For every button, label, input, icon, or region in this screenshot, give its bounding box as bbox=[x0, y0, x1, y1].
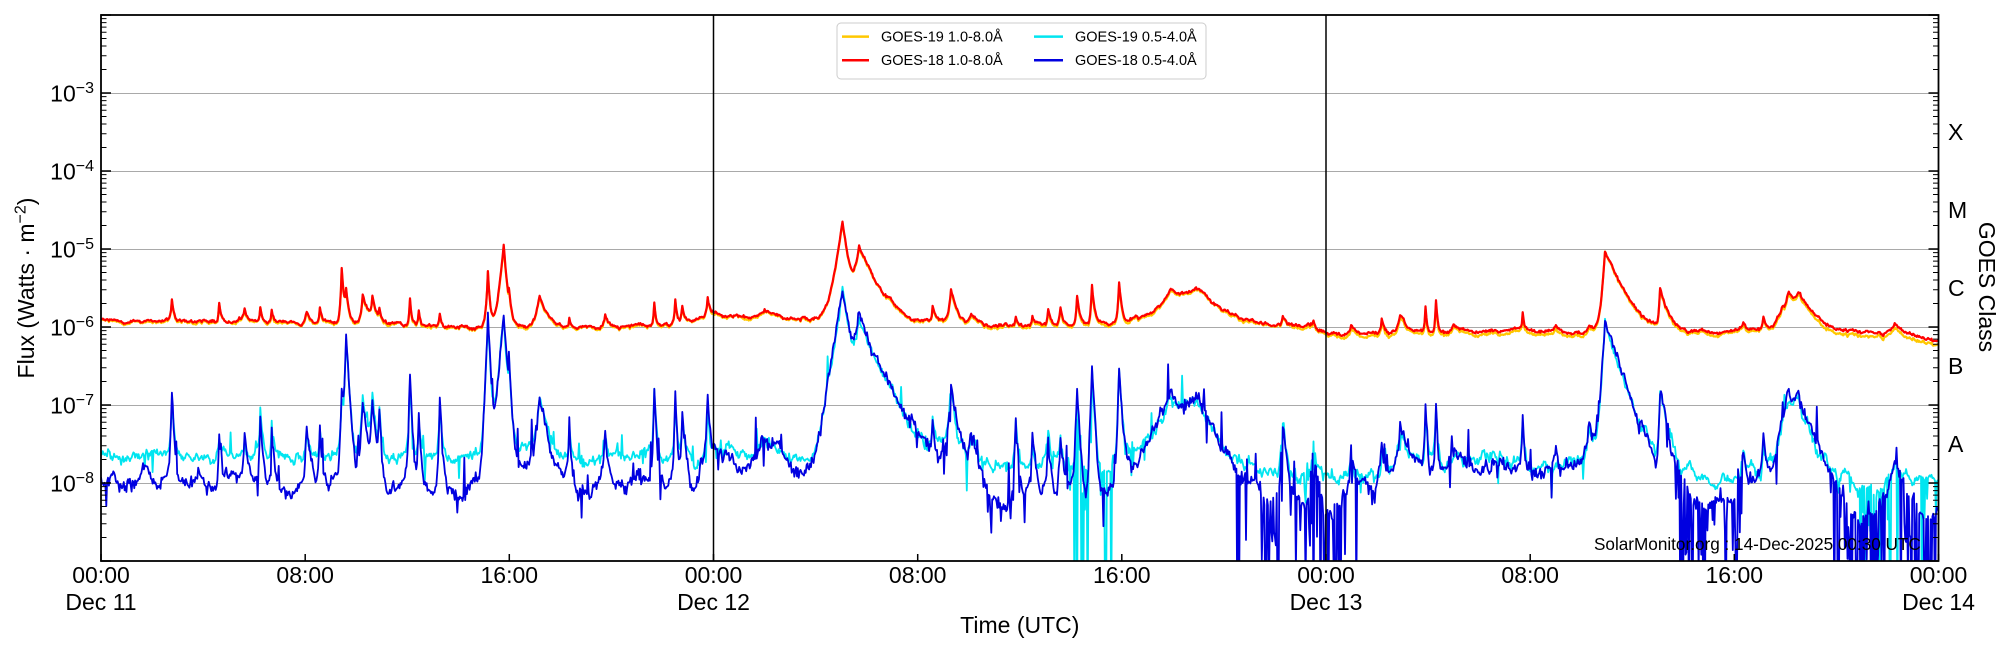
svg-text:GOES-19 1.0-8.0Å: GOES-19 1.0-8.0Å bbox=[881, 29, 1003, 46]
svg-text:08:00: 08:00 bbox=[1501, 562, 1559, 588]
svg-text:16:00: 16:00 bbox=[1093, 562, 1151, 588]
svg-text:00:00: 00:00 bbox=[1910, 562, 1968, 588]
svg-text:08:00: 08:00 bbox=[889, 562, 947, 588]
svg-text:10−4: 10−4 bbox=[50, 158, 94, 185]
svg-text:B: B bbox=[1948, 353, 1963, 379]
svg-text:Flux (Watts · m−2): Flux (Watts · m−2) bbox=[13, 198, 40, 379]
svg-text:00:00: 00:00 bbox=[685, 562, 743, 588]
svg-text:Dec 14: Dec 14 bbox=[1902, 589, 1975, 615]
svg-text:Dec 12: Dec 12 bbox=[677, 589, 750, 615]
svg-text:00:00: 00:00 bbox=[72, 562, 130, 588]
svg-text:10−6: 10−6 bbox=[50, 314, 94, 341]
svg-text:Dec 13: Dec 13 bbox=[1290, 589, 1363, 615]
svg-text:16:00: 16:00 bbox=[481, 562, 539, 588]
svg-text:Time (UTC): Time (UTC) bbox=[960, 612, 1079, 638]
svg-text:GOES-18 0.5-4.0Å: GOES-18 0.5-4.0Å bbox=[1075, 52, 1197, 69]
svg-text:C: C bbox=[1948, 275, 1965, 301]
svg-text:A: A bbox=[1948, 431, 1964, 457]
svg-text:Dec 11: Dec 11 bbox=[65, 589, 136, 615]
svg-text:GOES-19 0.5-4.0Å: GOES-19 0.5-4.0Å bbox=[1075, 29, 1197, 46]
svg-text:16:00: 16:00 bbox=[1706, 562, 1764, 588]
svg-text:08:00: 08:00 bbox=[276, 562, 334, 588]
svg-text:GOES Class: GOES Class bbox=[1974, 222, 2000, 352]
svg-text:X: X bbox=[1948, 119, 1963, 145]
svg-text:M: M bbox=[1948, 197, 1967, 223]
svg-text:00:00: 00:00 bbox=[1297, 562, 1355, 588]
svg-text:SolarMonitor.org : 14-Dec-2025: SolarMonitor.org : 14-Dec-2025 00:30 UTC bbox=[1594, 534, 1921, 554]
svg-text:GOES-18 1.0-8.0Å: GOES-18 1.0-8.0Å bbox=[881, 52, 1003, 69]
